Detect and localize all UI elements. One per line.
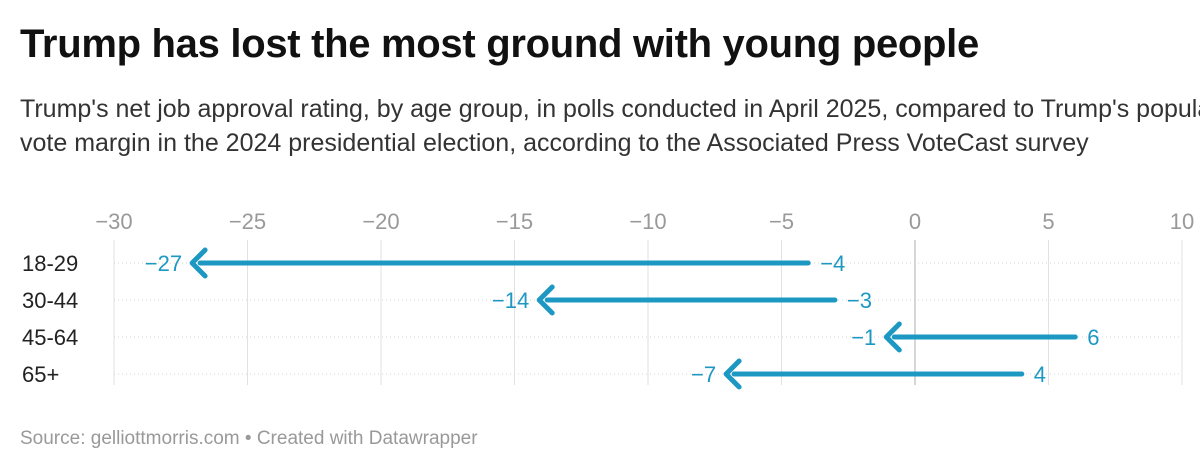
arrowhead — [189, 247, 208, 279]
source-footer: Source: gelliottmorris.com • Created wit… — [20, 428, 478, 449]
x-tick-label: 0 — [909, 209, 921, 234]
start-value-label: 6 — [1087, 325, 1099, 350]
chart-subtitle: Trump's net job approval rating, by age … — [20, 95, 1200, 157]
x-tick-label: −5 — [769, 209, 794, 234]
x-tick-label: −30 — [95, 209, 132, 234]
arrowhead — [883, 321, 902, 353]
chart-title: Trump has lost the most ground with youn… — [20, 22, 979, 66]
x-tick-label: −10 — [629, 209, 666, 234]
start-value-label: −3 — [847, 288, 872, 313]
end-value-label: −7 — [691, 362, 716, 387]
x-tick-label: 10 — [1170, 209, 1194, 234]
start-value-label: 4 — [1034, 362, 1046, 387]
x-tick-label: 5 — [1042, 209, 1054, 234]
arrowhead — [723, 358, 742, 390]
row-label: 30-44 — [22, 288, 78, 313]
arrow-chart: −30 −25 −20 −15 −10 −5 0 5 10 18-29 −4 −27 30-44 −3 −1… — [0, 200, 1200, 410]
start-value-label: −4 — [820, 251, 845, 276]
end-value-label: −14 — [492, 288, 529, 313]
chart-svg: −30 −25 −20 −15 −10 −5 0 5 10 18-29 −4 −27 30-44 −3 −1… — [22, 209, 1194, 390]
row-label: 45-64 — [22, 325, 78, 350]
x-tick-label: −25 — [229, 209, 266, 234]
row-label: 18-29 — [22, 251, 78, 276]
end-value-label: −27 — [145, 251, 182, 276]
arrowhead — [536, 284, 555, 316]
end-value-label: −1 — [851, 325, 876, 350]
x-tick-label: −15 — [496, 209, 533, 234]
x-tick-label: −20 — [362, 209, 399, 234]
row-label: 65+ — [22, 362, 59, 387]
